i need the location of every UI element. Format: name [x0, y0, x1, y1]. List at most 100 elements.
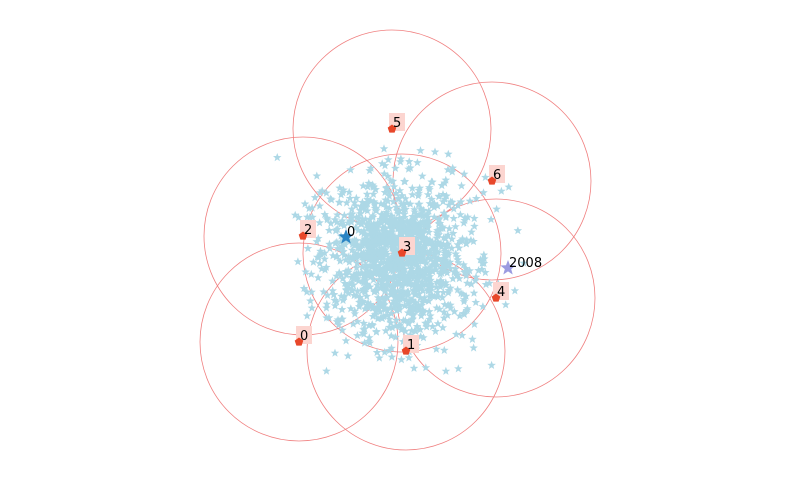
- cloud-point: [424, 296, 433, 305]
- cloud-point: [426, 275, 435, 284]
- cloud-point: [329, 290, 339, 299]
- cloud-point: [410, 221, 419, 230]
- cloud-point: [395, 305, 404, 314]
- cloud-point: [433, 288, 442, 297]
- cloud-point: [302, 287, 312, 296]
- cloud-point: [459, 218, 469, 227]
- cloud-point: [390, 290, 400, 299]
- cloud-point: [303, 244, 313, 253]
- cloud-point: [357, 228, 366, 237]
- cloud-point: [406, 216, 416, 225]
- cloud-point: [358, 217, 367, 226]
- cloud-point: [418, 257, 427, 266]
- anchor-label-1: 1: [407, 338, 415, 353]
- cloud-point: [302, 311, 312, 320]
- cloud-point: [394, 271, 403, 280]
- cloud-point: [358, 214, 367, 223]
- cloud-point: [378, 247, 387, 256]
- cloud-point: [382, 240, 391, 249]
- cloud-point: [440, 244, 450, 253]
- cloud-point: [273, 153, 282, 162]
- cloud-point: [413, 267, 422, 276]
- cloud-point: [452, 268, 461, 277]
- cloud-point: [453, 201, 463, 210]
- cloud-point: [382, 259, 391, 268]
- cloud-point: [441, 278, 451, 287]
- cloud-point: [378, 293, 387, 302]
- cloud-point: [380, 161, 390, 170]
- cloud-point: [343, 218, 353, 227]
- cloud-point: [411, 298, 420, 307]
- cloud-point: [406, 330, 415, 339]
- cloud-point: [380, 293, 390, 302]
- cloud-point: [294, 213, 303, 222]
- cloud-point: [307, 287, 316, 296]
- cloud-point: [386, 290, 396, 299]
- cloud-point: [353, 274, 362, 283]
- cloud-point: [373, 218, 382, 227]
- cloud-point: [350, 198, 359, 207]
- cloud-point: [459, 260, 468, 269]
- cloud-point: [360, 304, 370, 313]
- cloud-point: [439, 288, 448, 297]
- cloud-point: [359, 285, 368, 294]
- cloud-point: [404, 224, 413, 233]
- cloud-point: [372, 286, 382, 295]
- cloud-point: [441, 261, 450, 270]
- cloud-point: [406, 163, 415, 172]
- cloud-point: [391, 217, 401, 226]
- cloud-point: [363, 300, 372, 309]
- cloud-point: [330, 295, 339, 304]
- cloud-point: [397, 199, 406, 208]
- cloud-point: [416, 204, 426, 213]
- cloud-point: [405, 157, 414, 166]
- cloud-point: [459, 169, 469, 178]
- cloud-point: [328, 276, 337, 285]
- cloud-point: [384, 155, 393, 164]
- highlight-point-1: [500, 260, 516, 275]
- cloud-point: [422, 234, 432, 243]
- cloud-point: [436, 280, 446, 289]
- cloud-point: [362, 291, 371, 300]
- cloud-point: [381, 305, 390, 314]
- cloud-point: [413, 226, 422, 235]
- cloud-point: [378, 214, 388, 223]
- cloud-point: [411, 213, 420, 222]
- cloud-point: [408, 281, 417, 290]
- cloud-point: [481, 280, 491, 289]
- cloud-point: [402, 198, 412, 207]
- cloud-point: [342, 270, 351, 279]
- cloud-point: [412, 248, 422, 257]
- cloud-point: [356, 209, 365, 218]
- cloud-point: [431, 248, 440, 258]
- cloud-point: [389, 281, 398, 290]
- cloud-point: [346, 165, 355, 174]
- cloud-point: [481, 268, 490, 277]
- cloud-point: [363, 223, 373, 232]
- cloud-point: [362, 189, 372, 198]
- cloud-point: [438, 323, 448, 332]
- cloud-point: [386, 318, 395, 327]
- cloud-point: [333, 244, 342, 253]
- cloud-point: [338, 325, 347, 334]
- cloud-point: [353, 243, 363, 252]
- cloud-point: [389, 182, 399, 191]
- cloud-point: [376, 199, 386, 208]
- cloud-point: [371, 306, 381, 315]
- cloud-point: [416, 146, 425, 155]
- cloud-point: [438, 224, 448, 233]
- cloud-point: [366, 196, 375, 205]
- cloud-point: [399, 224, 409, 233]
- cloud-point: [414, 210, 424, 219]
- cloud-point: [373, 302, 382, 311]
- cloud-point: [479, 250, 489, 259]
- cloud-point: [428, 322, 437, 331]
- anchor-label-0: 0: [300, 329, 308, 344]
- cloud-point: [438, 264, 448, 273]
- cloud-point: [413, 262, 422, 271]
- cloud-point: [414, 191, 423, 200]
- cloud-point: [376, 214, 385, 224]
- cloud-point: [416, 282, 425, 291]
- cloud-point: [358, 262, 367, 271]
- cloud-point: [465, 196, 475, 205]
